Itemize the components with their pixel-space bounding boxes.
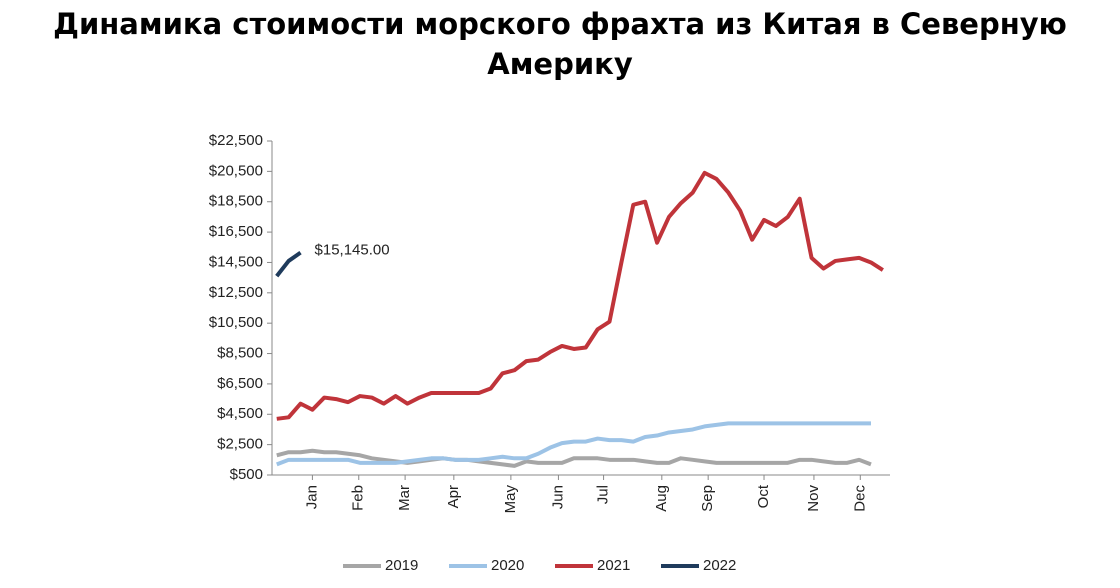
x-tick-label: Dec (851, 485, 868, 512)
legend-label: 2019 (385, 557, 418, 574)
x-tick-label: Apr (445, 485, 462, 508)
x-tick-label: May (502, 485, 519, 514)
x-tick-label: Feb (350, 485, 367, 511)
legend-label: 2020 (491, 557, 524, 574)
chart-title-line2: Америку (487, 47, 633, 81)
chart-title: Динамика стоимости морского фрахта из Ки… (53, 7, 1067, 41)
y-tick-label: $22,500 (209, 132, 263, 149)
x-tick-label: Mar (396, 485, 413, 511)
y-tick-label: $18,500 (209, 193, 263, 210)
x-tick-label: Nov (805, 485, 822, 512)
y-tick-label: $6,500 (217, 375, 263, 392)
x-tick-label: Aug (653, 485, 670, 512)
x-tick-label: Jan (303, 485, 320, 509)
x-tick-label: Oct (755, 484, 772, 508)
y-tick-label: $8,500 (217, 345, 263, 362)
line-series (276, 170, 884, 421)
x-tick-label: Jun (549, 485, 566, 509)
y-tick-label: $500 (230, 466, 263, 483)
y-tick-label: $12,500 (209, 284, 263, 301)
line-series (276, 448, 872, 468)
y-tick-label: $20,500 (209, 162, 263, 179)
annotation: $15,145.00 (315, 242, 390, 259)
legend-label: 2022 (703, 557, 736, 574)
y-tick-label: $14,500 (209, 253, 263, 270)
line-series (276, 421, 871, 467)
y-tick-label: $4,500 (217, 405, 263, 422)
y-tick-label: $16,500 (209, 223, 263, 240)
y-tick-label: $10,500 (209, 314, 263, 331)
y-tick-label: $2,500 (217, 436, 263, 453)
x-tick-label: Sep (699, 485, 716, 512)
line-series (275, 251, 302, 278)
x-tick-label: Jul (595, 485, 612, 504)
legend-label: 2021 (597, 557, 630, 574)
